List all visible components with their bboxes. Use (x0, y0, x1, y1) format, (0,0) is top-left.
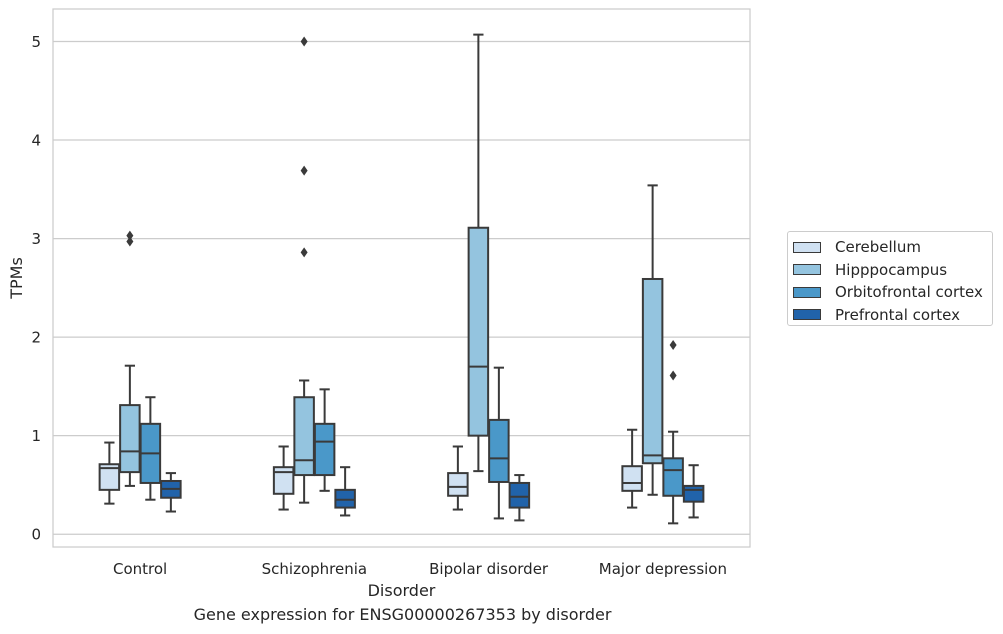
legend-label: Prefrontal cortex (835, 305, 960, 324)
legend-label: Orbitofrontal cortex (835, 283, 983, 302)
plot-frame (52, 8, 751, 548)
outlier-point (300, 36, 308, 47)
box-iqr (662, 457, 684, 497)
legend-swatch (793, 286, 821, 298)
x-tick-labels: Control Schizophrenia Bipolar disorder Majo… (113, 560, 727, 578)
y-tick-label: 3 (31, 230, 41, 248)
y-tick-label: 4 (31, 132, 41, 150)
y-axis-label: TPMs (7, 257, 26, 300)
box-orbitofrontal-cortex (662, 340, 684, 525)
box-iqr (119, 404, 141, 474)
box-orbitofrontal-cortex (139, 396, 162, 501)
legend-item: Prefrontal cortex (788, 304, 992, 327)
box-cerebellum (98, 441, 121, 505)
box-hipppocampus (467, 33, 490, 473)
outlier-point (300, 247, 308, 258)
x-tick-label: Schizophrenia (262, 560, 367, 578)
legend-label: Cerebellum (835, 238, 921, 257)
y-tick-label: 5 (31, 33, 41, 51)
box-hipppocampus (641, 184, 664, 496)
x-tick-label: Major depression (599, 560, 727, 578)
box-iqr (682, 484, 705, 503)
outlier-point (669, 340, 677, 351)
box-iqr (508, 481, 531, 509)
plot-background (53, 9, 750, 547)
chart-title: Gene expression for ENSG00000267353 by d… (193, 605, 612, 624)
legend-swatch (793, 309, 821, 321)
legend-swatch (793, 241, 821, 253)
box-orbitofrontal-cortex (313, 388, 336, 492)
box-hipppocampus (119, 230, 141, 487)
box-prefrontal-cortex (334, 466, 356, 517)
box-cerebellum (447, 445, 469, 511)
legend-label: Hipppocampus (835, 260, 948, 279)
legend-item: Hipppocampus (788, 259, 992, 282)
box-iqr (488, 418, 510, 483)
box-orbitofrontal-cortex (488, 366, 510, 520)
box-iqr (447, 472, 469, 497)
boxes-layer (98, 33, 705, 525)
box-iqr (98, 463, 121, 491)
box-cerebellum (272, 445, 295, 511)
box-iqr (293, 396, 315, 477)
legend-item: Orbitofrontal cortex (788, 281, 992, 304)
grid-lines (53, 40, 750, 535)
y-tick-label: 2 (31, 329, 41, 347)
box-iqr (641, 277, 664, 465)
box-iqr (313, 422, 336, 477)
outlier-point (669, 370, 677, 381)
legend-item: Cerebellum (788, 236, 992, 259)
legend-swatch (793, 264, 821, 276)
outlier-point (126, 230, 134, 241)
legend: Cerebellum Hipppocampus Orbitofrontal cort… (787, 231, 993, 326)
box-prefrontal-cortex (508, 474, 531, 522)
y-tick-label: 0 (31, 526, 41, 544)
box-cerebellum (621, 428, 643, 509)
box-prefrontal-cortex (682, 464, 705, 519)
box-prefrontal-cortex (160, 472, 182, 513)
outlier-point (126, 236, 134, 247)
box-iqr (467, 226, 490, 437)
y-tick-label: 1 (31, 427, 41, 445)
box-iqr (621, 465, 643, 492)
x-tick-label: Control (113, 560, 167, 578)
x-axis-label: Disorder (368, 581, 436, 600)
x-tick-label: Bipolar disorder (429, 560, 549, 578)
box-iqr (272, 466, 295, 495)
outlier-point (300, 165, 308, 176)
y-tick-labels: 0 1 2 3 4 5 (31, 33, 41, 544)
